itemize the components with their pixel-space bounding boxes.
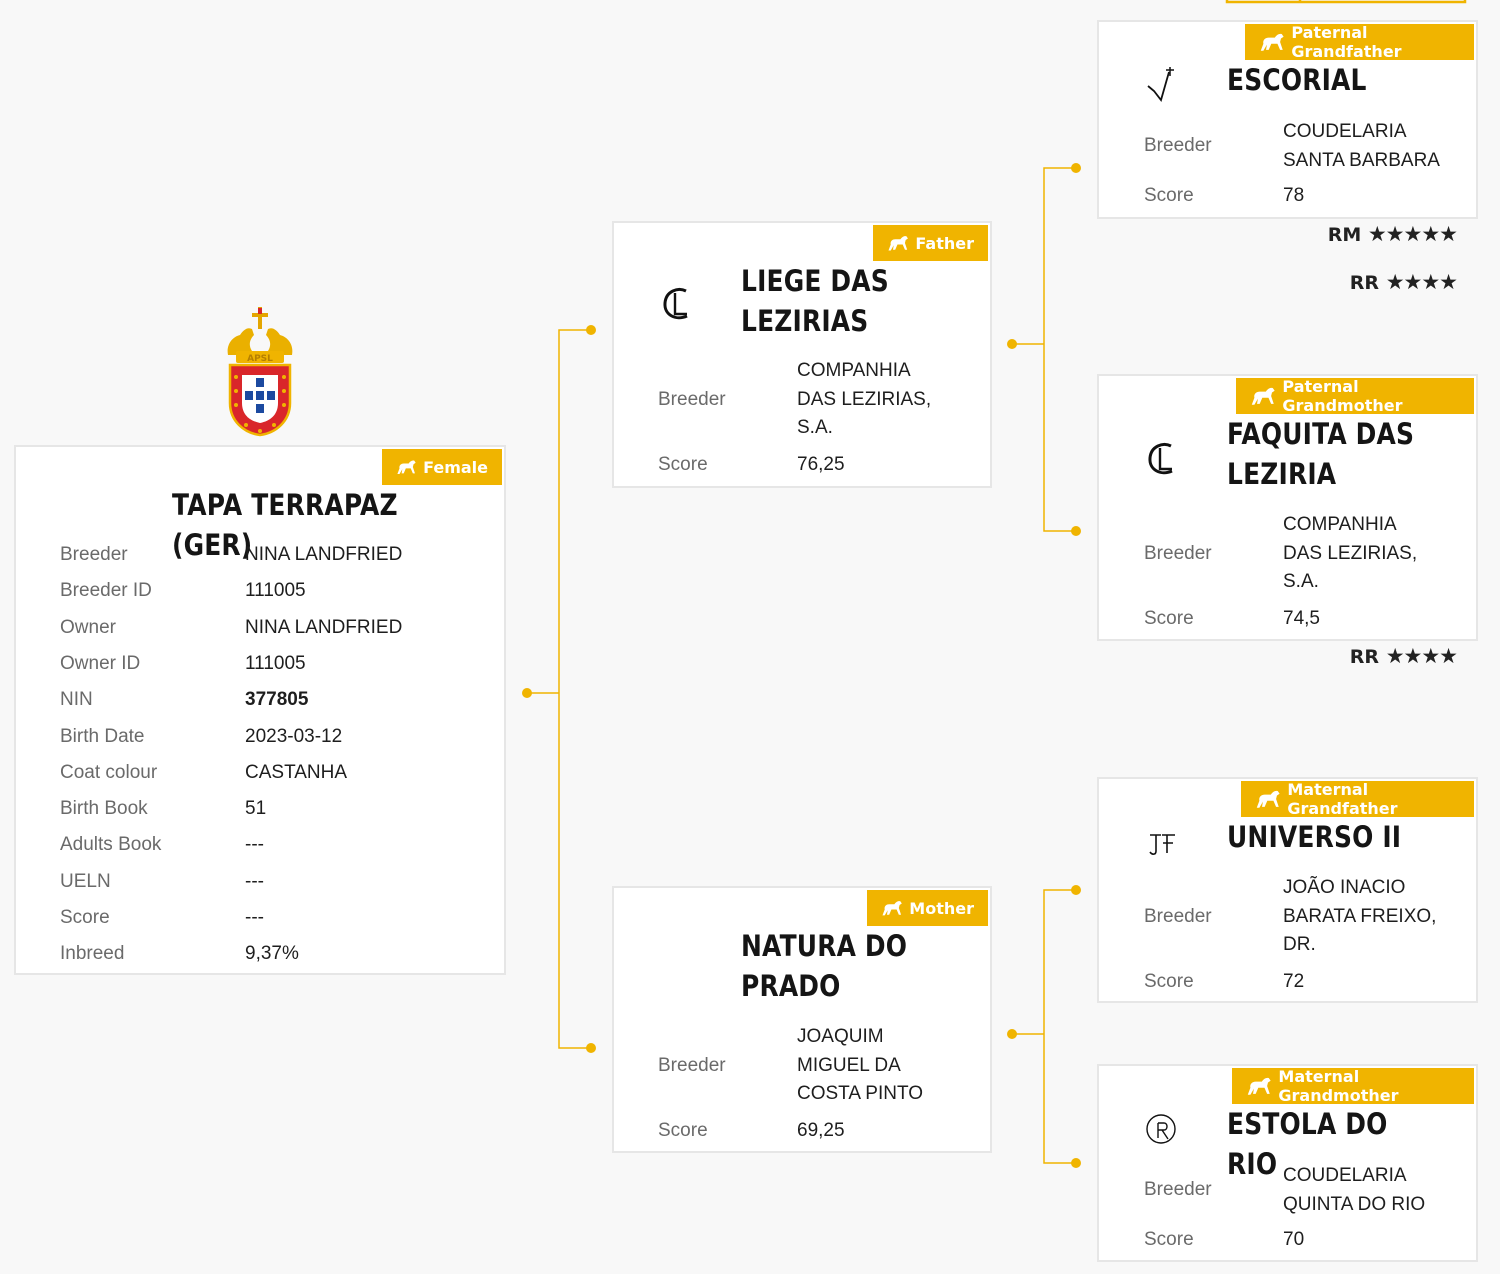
mother-badge: Mother — [867, 890, 988, 926]
father-card[interactable]: Father LIEGE DAS LEZIRIAS Breeder COMPANH… — [612, 221, 992, 488]
maternal-grandfather-badge-label: Maternal Grandfather — [1287, 780, 1398, 818]
father-name: LIEGE DAS LEZIRIAS — [741, 264, 889, 338]
paternal-grandfather-card[interactable]: Paternal Grandfather ESCORIAL Breeder CO… — [1097, 20, 1478, 219]
detail-label: Breeder — [60, 544, 128, 565]
maternal-grandmother-badge-label: Maternal Grandmother — [1278, 1067, 1399, 1105]
mother-name: NATURA DO PRADO — [741, 929, 908, 1003]
detail-value: --- — [245, 907, 264, 928]
horse-icon — [882, 901, 902, 916]
detail-value: 9,37% — [245, 943, 299, 965]
detail-label: Birth Book — [60, 798, 148, 820]
detail-value: --- — [245, 870, 264, 892]
detail-value: 111005 — [245, 580, 306, 602]
father-badge: Father — [873, 225, 988, 261]
horse-icon — [1260, 33, 1284, 51]
detail-label: Score — [60, 907, 110, 928]
paternal-grandmother-badge-label: Paternal Grandmother — [1282, 377, 1403, 415]
horse-icon — [397, 460, 416, 475]
detail-value: 51 — [245, 798, 267, 820]
paternal-grandfather-rating-rm: RM ★★★★★ — [1327, 222, 1458, 246]
brand-check-cross-icon — [1147, 67, 1174, 102]
paternal-grandfather-name: ESCORIAL — [1227, 63, 1367, 97]
detail-value: 377805 — [245, 689, 309, 711]
star-rating-icon: ★★★★ — [1385, 270, 1458, 294]
sex-badge-label: Female — [423, 457, 488, 477]
horse-icon — [1256, 790, 1280, 808]
paternal-grandmother-name: FAQUITA DAS LEZIRIA — [1227, 417, 1415, 491]
detail-label: UELN — [60, 870, 111, 892]
maternal-grandmother-card[interactable]: Maternal Grandmother ESTOLA DO RIO Breed… — [1097, 1064, 1478, 1262]
maternal-grandfather-name: UNIVERSO II — [1227, 820, 1402, 854]
brand-cl-icon — [663, 288, 688, 320]
maternal-grandmother-name: ESTOLA DO RIO — [1227, 1107, 1388, 1181]
sex-badge: Female — [382, 449, 502, 485]
paternal-grandmother-card[interactable]: Paternal Grandmother FAQUITA DAS LEZIRIA … — [1097, 374, 1478, 641]
paternal-grandmother-rating-rr: RR ★★★★ — [1349, 644, 1458, 668]
maternal-grandmother-badge: Maternal Grandmother — [1232, 1067, 1474, 1105]
brand-r-circle-icon — [1146, 1114, 1176, 1144]
paternal-grandfather-badge-label: Paternal Grandfather — [1291, 23, 1402, 61]
horse-icon — [888, 236, 908, 251]
paternal-grandfather-badge: Paternal Grandfather — [1245, 23, 1474, 61]
apsl-logo-text: APSL — [247, 354, 273, 364]
apsl-logo: APSL — [227, 307, 293, 437]
paternal-grandmother-badge: Paternal Grandmother — [1236, 377, 1474, 415]
mother-badge-label: Mother — [909, 898, 974, 918]
star-rating-icon: ★★★★ — [1385, 644, 1458, 668]
brand-cl-icon — [1148, 443, 1173, 475]
maternal-grandfather-card[interactable]: Maternal Grandfather UNIVERSO II Breeder… — [1097, 777, 1478, 1003]
brand-jf-icon — [1149, 834, 1175, 855]
paternal-grandfather-rating-rr: RR ★★★★ — [1349, 270, 1458, 294]
father-badge-label: Father — [915, 233, 974, 253]
horse-icon — [1251, 387, 1275, 405]
detail-label: Inbreed — [60, 943, 125, 965]
detail-label: Breeder ID — [60, 580, 152, 602]
detail-label: Coat colour — [60, 761, 158, 783]
detail-value: --- — [245, 834, 264, 856]
horse-icon — [1247, 1077, 1271, 1095]
detail-label: Owner — [60, 616, 116, 638]
detail-label: Owner ID — [60, 652, 141, 674]
detail-label: NIN — [60, 689, 93, 711]
detail-value: CASTANHA — [245, 761, 348, 783]
mother-card[interactable]: Mother NATURA DO PRADO Breeder JOAQUIM MIG… — [612, 886, 992, 1153]
detail-value: 2023-03-12 — [245, 725, 343, 747]
detail-value: 111005 — [245, 652, 306, 674]
star-rating-icon: ★★★★★ — [1367, 222, 1458, 246]
horse-name: TAPA TERRAPAZ (GER) — [172, 488, 398, 562]
main-horse-card: Female TAPA TERRAPAZ (GER) Breeder NINA L… — [14, 445, 506, 975]
maternal-grandfather-badge: Maternal Grandfather — [1241, 780, 1474, 818]
detail-label: Birth Date — [60, 725, 145, 747]
detail-value: NINA LANDFRIED — [245, 544, 403, 565]
detail-value: NINA LANDFRIED — [245, 616, 403, 638]
detail-label: Adults Book — [60, 834, 162, 856]
